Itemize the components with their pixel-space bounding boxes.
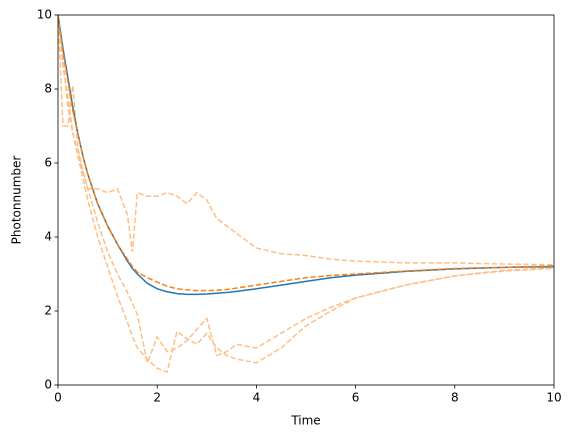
y-tick-label: 0 <box>44 378 52 392</box>
x-tick-label: 0 <box>54 391 62 405</box>
x-tick-label: 6 <box>352 391 360 405</box>
plot-area <box>58 15 554 374</box>
x-tick-label: 8 <box>451 391 459 405</box>
x-tick-label: 4 <box>253 391 261 405</box>
y-tick-label: 4 <box>44 230 52 244</box>
y-tick-label: 2 <box>44 304 52 318</box>
axes-frame <box>57 14 555 386</box>
y-tick-label: 10 <box>37 8 52 22</box>
y-tick-label: 6 <box>44 156 52 170</box>
line-series <box>58 15 554 296</box>
line-series <box>58 15 554 266</box>
line-series <box>58 15 554 292</box>
y-axis-label: Photonnumber <box>10 156 24 245</box>
line-series <box>58 15 554 374</box>
x-tick-label: 10 <box>546 391 561 405</box>
x-tick-label: 2 <box>153 391 161 405</box>
line-series <box>58 15 554 366</box>
x-axis-label: Time <box>290 414 320 428</box>
y-tick-label: 8 <box>44 82 52 96</box>
